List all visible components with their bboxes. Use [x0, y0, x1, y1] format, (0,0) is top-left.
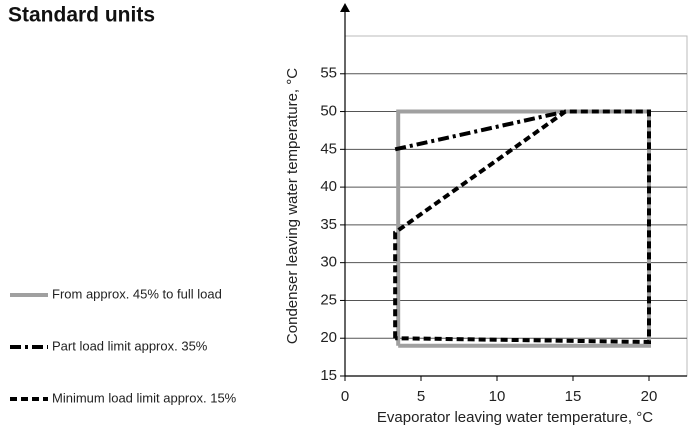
y-tick-label: 15 [320, 367, 337, 384]
x-tick-label: 10 [489, 388, 506, 405]
legend-label: Part load limit approx. 35% [52, 338, 208, 353]
legend-label: Minimum load limit approx. 15% [52, 390, 237, 405]
y-tick-label: 30 [320, 254, 337, 271]
x-tick-label: 15 [565, 388, 582, 405]
series-line [394, 109, 566, 152]
y-tick-label: 25 [320, 291, 337, 308]
y-axis-arrow [340, 3, 350, 12]
chart-title: Standard units [8, 4, 155, 27]
y-tick-label: 20 [320, 329, 337, 346]
y-axis-label: Condenser leaving water temperature, °C [284, 68, 301, 344]
y-tick-label: 55 [320, 65, 337, 82]
x-tick-label: 5 [417, 388, 425, 405]
series-line [393, 109, 651, 345]
y-tick-label: 45 [320, 140, 337, 157]
x-tick-label: 0 [341, 388, 349, 405]
y-tick-label: 40 [320, 178, 337, 195]
y-tick-label: 50 [320, 103, 337, 120]
x-axis-label: Evaporator leaving water temperature, °C [377, 409, 653, 426]
x-tick-label: 20 [641, 388, 658, 405]
legend-label: From approx. 45% to full load [52, 286, 222, 301]
y-tick-label: 35 [320, 216, 337, 233]
series-line [396, 109, 651, 348]
